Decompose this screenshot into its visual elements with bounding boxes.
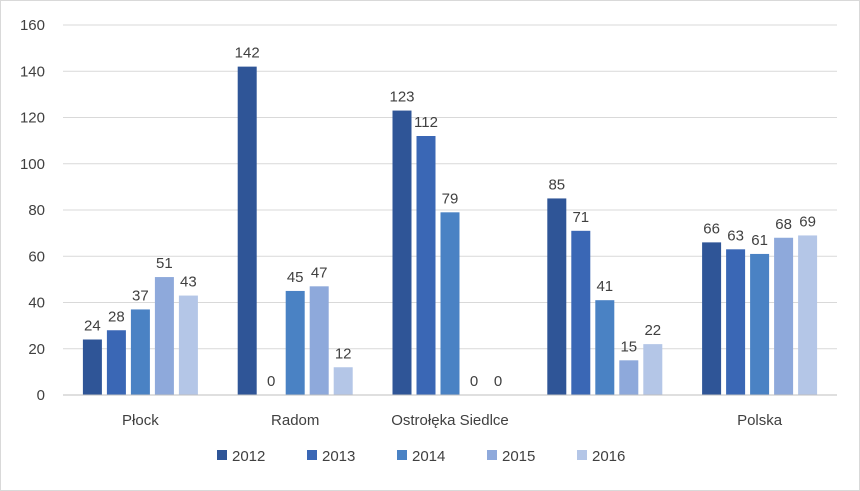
- bar-2015-cat-0: [154, 277, 174, 395]
- x-category-label: Płock: [122, 412, 159, 429]
- data-label: 15: [620, 338, 637, 355]
- bar-2013-cat-3: [571, 230, 591, 395]
- data-label: 12: [335, 345, 352, 362]
- x-category-label: Radom: [271, 412, 319, 429]
- data-label: 79: [442, 190, 459, 207]
- bar-2012-cat-2: [392, 110, 412, 395]
- data-label: 61: [751, 232, 768, 249]
- data-label: 41: [596, 278, 613, 295]
- y-tick-label: 20: [28, 341, 45, 358]
- data-label: 24: [84, 318, 101, 335]
- bar-2014-cat-0: [130, 309, 150, 395]
- x-category-label: Polska: [737, 412, 783, 429]
- legend-label: 2016: [592, 448, 625, 465]
- bar-2012-cat-0: [82, 339, 102, 395]
- y-tick-label: 100: [20, 156, 45, 173]
- data-label: 43: [180, 274, 197, 291]
- data-label: 63: [727, 227, 744, 244]
- legend-swatch-2012: [217, 450, 227, 460]
- bar-2016-cat-1: [333, 367, 353, 395]
- y-tick-label: 0: [37, 387, 45, 404]
- y-tick-label: 60: [28, 248, 45, 265]
- bar-2014-cat-3: [595, 300, 615, 395]
- bar-2015-cat-3: [619, 360, 639, 395]
- legend-swatch-2015: [487, 450, 497, 460]
- data-label: 123: [389, 89, 414, 106]
- bar-2013-cat-2: [416, 136, 436, 395]
- y-tick-label: 140: [20, 63, 45, 80]
- bar-2013-cat-4: [726, 249, 746, 395]
- y-tick-label: 160: [20, 17, 45, 34]
- data-label: 0: [267, 373, 275, 390]
- bar-2014-cat-2: [440, 212, 460, 395]
- bar-2016-cat-3: [643, 344, 663, 395]
- bar-2015-cat-1: [309, 286, 329, 395]
- legend-swatch-2014: [397, 450, 407, 460]
- y-tick-label: 40: [28, 295, 45, 312]
- data-label: 37: [132, 287, 149, 304]
- bar-2013-cat-0: [106, 330, 126, 395]
- data-label: 85: [548, 176, 565, 193]
- bar-2014-cat-1: [285, 290, 305, 395]
- bar-2016-cat-0: [178, 295, 198, 395]
- bar-2012-cat-3: [547, 198, 567, 395]
- data-label: 71: [572, 209, 589, 226]
- data-label: 142: [235, 45, 260, 62]
- data-label: 47: [311, 264, 328, 281]
- bar-2015-cat-4: [774, 237, 794, 395]
- data-label: 45: [287, 269, 304, 286]
- bar-2012-cat-4: [702, 242, 722, 395]
- legend-swatch-2013: [307, 450, 317, 460]
- data-label: 68: [775, 216, 792, 233]
- data-label: 112: [414, 114, 438, 131]
- data-label: 0: [470, 373, 478, 390]
- bar-2014-cat-4: [750, 253, 770, 395]
- data-label: 0: [494, 373, 502, 390]
- bar-2016-cat-4: [798, 235, 818, 395]
- y-tick-label: 80: [28, 202, 45, 219]
- data-label: 28: [108, 308, 125, 325]
- legend-label: 2015: [502, 448, 535, 465]
- data-label: 69: [799, 213, 816, 230]
- legend-label: 2014: [412, 448, 445, 465]
- y-tick-label: 120: [20, 110, 45, 127]
- data-label: 22: [644, 322, 661, 339]
- legend-swatch-2016: [577, 450, 587, 460]
- data-label: 51: [156, 255, 173, 272]
- x-category-label: Ostrołęka Siedlce: [391, 412, 509, 429]
- bar-2012-cat-1: [237, 66, 257, 395]
- legend-label: 2012: [232, 448, 265, 465]
- data-label: 66: [703, 220, 720, 237]
- legend-label: 2013: [322, 448, 355, 465]
